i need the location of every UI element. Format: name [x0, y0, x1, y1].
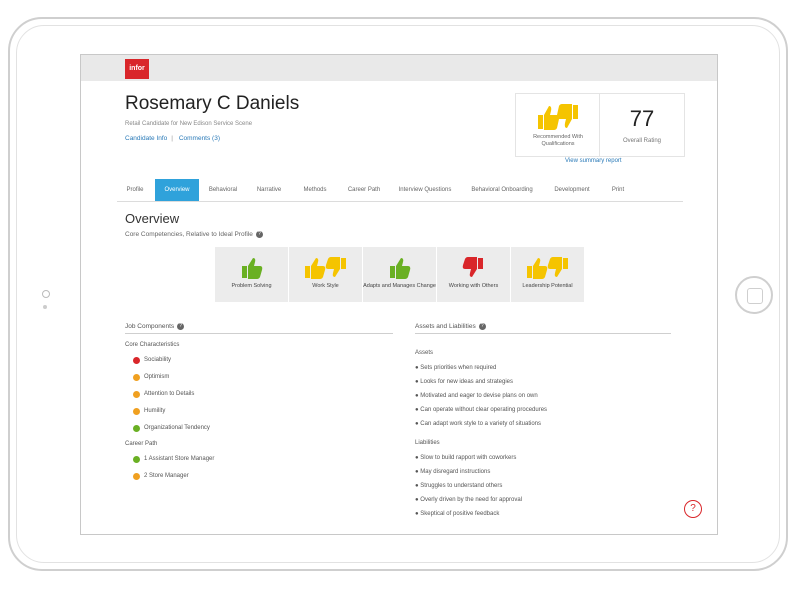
- list-item: ● Looks for new ideas and strategies: [415, 379, 514, 385]
- top-bar: infor: [81, 55, 717, 81]
- list-item: ● May disregard instructions: [415, 469, 491, 475]
- status-dot: [133, 408, 140, 415]
- tab-development[interactable]: Development: [554, 187, 590, 193]
- list-item[interactable]: 1 Assistant Store Manager: [125, 451, 214, 468]
- competency-card[interactable]: Work Style: [289, 247, 362, 302]
- view-summary-link[interactable]: View summary report: [565, 158, 622, 164]
- divider: [415, 333, 671, 334]
- competency-label: Leadership Potential: [522, 283, 573, 289]
- assets-liabilities-heading: Assets and Liabilities?: [415, 323, 486, 330]
- comments-link[interactable]: Comments (3): [178, 135, 220, 142]
- candidate-info-link[interactable]: Candidate Info: [125, 135, 168, 142]
- overall-score: 77: [629, 106, 655, 131]
- status-dot: [133, 456, 140, 463]
- competency-label: Work Style: [312, 283, 339, 289]
- tab-behavioral[interactable]: Behavioral: [208, 187, 238, 193]
- competency-card[interactable]: Adapts and Manages Change: [363, 247, 436, 302]
- list-item: ● Skeptical of positive feedback: [415, 511, 500, 517]
- list-item[interactable]: Sociability: [125, 352, 214, 369]
- assets-heading: Assets: [415, 350, 434, 356]
- job-components-list: Core Characteristics Sociability Optimis…: [125, 338, 214, 485]
- competency-label: Problem Solving: [231, 283, 272, 289]
- score-card: 77 Overall Rating: [599, 93, 685, 157]
- list-item: ● Overly driven by the need for approval: [415, 497, 523, 503]
- status-dot: [133, 357, 140, 364]
- list-item: ● Sets priorities when required: [415, 365, 497, 371]
- tab-profile[interactable]: Profile: [126, 187, 144, 193]
- status-dot: [133, 425, 140, 432]
- competency-card[interactable]: Leadership Potential: [511, 247, 584, 302]
- thumbs-up-icon: [242, 258, 263, 279]
- competency-label: Adapts and Manages Change: [363, 283, 436, 289]
- thumbs-up-icon: [390, 258, 411, 279]
- core-competencies-heading: Core Competencies, Relative to Ideal Pro…: [125, 231, 263, 238]
- list-item: ● Struggles to understand others: [415, 483, 503, 489]
- app-screen: infor Rosemary C Daniels Retail Candidat…: [80, 54, 718, 535]
- list-item: ● Can adapt work style to a variety of s…: [415, 421, 542, 427]
- list-item[interactable]: Humility: [125, 403, 214, 420]
- status-dot: [133, 391, 140, 398]
- infor-logo: infor: [125, 59, 149, 79]
- tab-methods[interactable]: Methods: [303, 187, 327, 193]
- list-item[interactable]: Optimism: [125, 369, 214, 386]
- help-icon[interactable]: ?: [255, 231, 263, 238]
- recommendation-card: Recommended With Qualifications: [515, 93, 601, 157]
- thumbs-mixed-icon: [527, 257, 568, 279]
- competency-card[interactable]: Problem Solving: [215, 247, 288, 302]
- camera-icon: [42, 290, 50, 298]
- list-item[interactable]: Organizational Tendency: [125, 420, 214, 437]
- liabilities-heading: Liabilities: [415, 440, 440, 446]
- list-item[interactable]: 2 Store Manager: [125, 468, 214, 485]
- thumbs-mixed-icon: [538, 104, 578, 130]
- tablet-bezel: [16, 25, 780, 563]
- sensor-icon: [43, 305, 47, 309]
- tab-bar: Profile Overview Behavioral Narrative Me…: [117, 179, 683, 202]
- candidate-subtitle: Retail Candidate for New Edison Service …: [125, 121, 253, 127]
- tab-print[interactable]: Print: [611, 187, 625, 193]
- help-icon[interactable]: ?: [177, 323, 185, 330]
- tab-career-path[interactable]: Career Path: [347, 187, 381, 193]
- assets-liabilities-list: Assets ● Sets priorities when required ●…: [415, 345, 547, 521]
- recommendation-label: Recommended With Qualifications: [533, 134, 583, 147]
- tab-overview[interactable]: Overview: [155, 179, 199, 201]
- group-label: Core Characteristics: [125, 342, 180, 348]
- job-components-heading: Job Components?: [125, 323, 185, 330]
- candidate-links: Candidate Info | Comments (3): [125, 135, 220, 142]
- status-dot: [133, 374, 140, 381]
- tab-interview-questions[interactable]: Interview Questions: [398, 187, 452, 193]
- group-label: Career Path: [125, 441, 158, 447]
- list-item: ● Slow to build rapport with coworkers: [415, 455, 517, 461]
- score-label: Overall Rating: [622, 138, 661, 144]
- competency-card[interactable]: Working with Others: [437, 247, 510, 302]
- help-button[interactable]: ?: [684, 500, 702, 518]
- home-button[interactable]: [735, 276, 773, 314]
- status-dot: [133, 473, 140, 480]
- list-item: ● Can operate without clear operating pr…: [415, 407, 548, 413]
- competency-label: Working with Others: [448, 283, 499, 289]
- thumbs-down-icon: [462, 257, 483, 277]
- list-item[interactable]: Attention to Details: [125, 386, 214, 403]
- overview-heading: Overview: [125, 211, 180, 226]
- divider: [125, 333, 393, 334]
- list-item: ● Motivated and eager to devise plans on…: [415, 393, 538, 399]
- tab-behavioral-onboarding[interactable]: Behavioral Onboarding: [471, 187, 533, 193]
- help-icon[interactable]: ?: [478, 323, 486, 330]
- tab-narrative[interactable]: Narrative: [256, 187, 282, 193]
- candidate-name: Rosemary C Daniels: [125, 93, 300, 114]
- thumbs-mixed-icon: [305, 257, 346, 279]
